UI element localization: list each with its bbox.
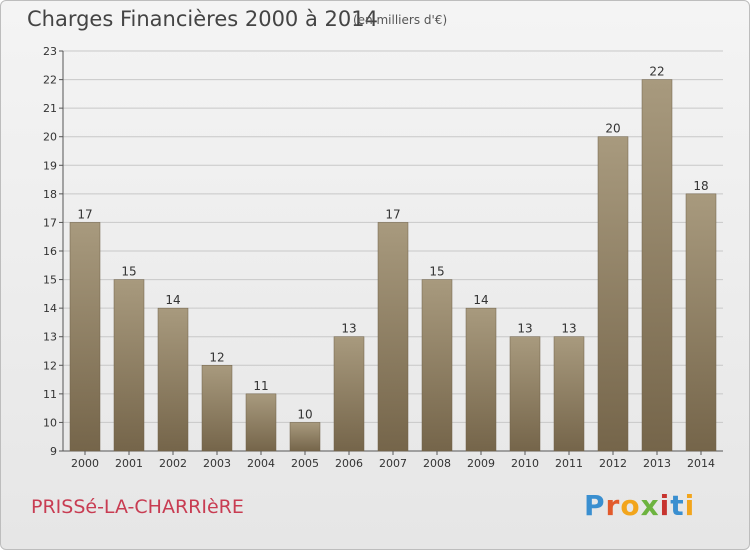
bar bbox=[509, 336, 541, 452]
x-tick-label: 2005 bbox=[291, 457, 319, 470]
bar bbox=[597, 136, 629, 452]
y-tick-label: 10 bbox=[43, 416, 57, 429]
data-label: 13 bbox=[341, 322, 356, 336]
bar bbox=[157, 307, 189, 452]
x-tick-label: 2008 bbox=[423, 457, 451, 470]
data-label: 22 bbox=[649, 65, 664, 79]
data-label: 17 bbox=[77, 207, 92, 221]
data-label: 14 bbox=[473, 293, 488, 307]
x-tick-label: 2000 bbox=[71, 457, 99, 470]
bar bbox=[289, 422, 321, 452]
logo-letter: i bbox=[684, 489, 696, 522]
y-tick-label: 21 bbox=[43, 102, 57, 115]
y-tick-label: 20 bbox=[43, 131, 57, 144]
chart-title: Charges Financières 2000 à 2014 bbox=[27, 7, 378, 31]
bar bbox=[553, 336, 585, 452]
bar bbox=[333, 336, 365, 452]
x-tick-label: 2006 bbox=[335, 457, 363, 470]
logo-letter: i bbox=[659, 489, 671, 522]
y-tick-label: 16 bbox=[43, 245, 57, 258]
bar bbox=[113, 279, 145, 452]
x-tick-label: 2007 bbox=[379, 457, 407, 470]
x-tick-label: 2002 bbox=[159, 457, 187, 470]
x-tick-label: 2013 bbox=[643, 457, 671, 470]
x-tick-label: 2011 bbox=[555, 457, 583, 470]
y-tick-label: 18 bbox=[43, 188, 57, 201]
data-label: 13 bbox=[561, 322, 576, 336]
y-tick-label: 9 bbox=[50, 445, 57, 458]
data-label: 13 bbox=[517, 322, 532, 336]
city-name: PRISSé-LA-CHARRIèRE bbox=[31, 496, 244, 518]
y-tick-label: 17 bbox=[43, 216, 57, 229]
data-label: 15 bbox=[429, 265, 444, 279]
x-tick-label: 2010 bbox=[511, 457, 539, 470]
logo-letter: x bbox=[640, 489, 660, 522]
y-tick-label: 23 bbox=[43, 45, 57, 58]
chart-subtitle: (en milliers d'€) bbox=[353, 13, 448, 27]
y-tick-label: 13 bbox=[43, 331, 57, 344]
data-label: 10 bbox=[297, 407, 312, 421]
bar bbox=[201, 365, 233, 452]
data-label: 18 bbox=[693, 179, 708, 193]
data-label: 17 bbox=[385, 207, 400, 221]
y-tick-label: 22 bbox=[43, 74, 57, 87]
proxiti-logo: Proxiti bbox=[584, 489, 695, 522]
x-tick-label: 2004 bbox=[247, 457, 275, 470]
data-label: 20 bbox=[605, 122, 620, 136]
data-label: 11 bbox=[253, 379, 268, 393]
y-tick-label: 11 bbox=[43, 388, 57, 401]
logo-letter: r bbox=[605, 489, 621, 522]
y-tick-label: 19 bbox=[43, 159, 57, 172]
bar bbox=[685, 193, 717, 452]
logo-letter: o bbox=[620, 489, 641, 522]
y-tick-label: 14 bbox=[43, 302, 57, 315]
x-tick-label: 2001 bbox=[115, 457, 143, 470]
bar bbox=[421, 279, 453, 452]
bar bbox=[377, 222, 409, 452]
data-label: 12 bbox=[209, 350, 224, 364]
y-tick-label: 12 bbox=[43, 359, 57, 372]
bar bbox=[69, 222, 101, 452]
bar bbox=[465, 307, 497, 452]
data-label: 14 bbox=[165, 293, 180, 307]
x-tick-label: 2003 bbox=[203, 457, 231, 470]
x-tick-label: 2012 bbox=[599, 457, 627, 470]
x-tick-label: 2014 bbox=[687, 457, 715, 470]
data-label: 15 bbox=[121, 265, 136, 279]
bar bbox=[245, 393, 277, 452]
bar bbox=[641, 79, 673, 452]
logo-letter: t bbox=[670, 489, 685, 522]
x-tick-label: 2009 bbox=[467, 457, 495, 470]
y-tick-label: 15 bbox=[43, 274, 57, 287]
logo-letter: P bbox=[584, 489, 606, 522]
